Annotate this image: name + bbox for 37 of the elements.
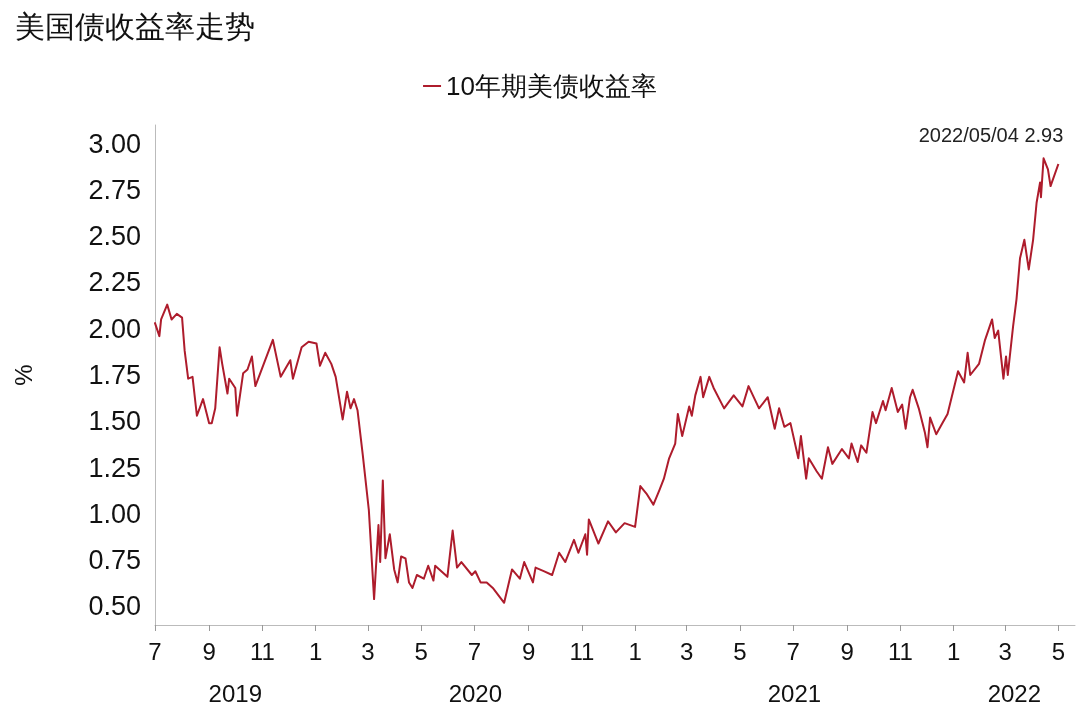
legend-label: 10年期美债收益率	[446, 71, 657, 101]
y-tick-label: 2.25	[88, 267, 141, 298]
y-tick-label: 0.75	[88, 545, 141, 576]
y-tick-label: 3.00	[88, 128, 141, 159]
y-tick-label: 1.50	[88, 406, 141, 437]
x-tick-label: 7	[786, 637, 800, 665]
x-tick-label: 1	[628, 637, 642, 665]
y-tick-label: 0.50	[88, 591, 141, 622]
x-tick-label: 11	[887, 637, 913, 665]
x-tick-label: 3	[679, 637, 694, 665]
y-tick-label: 2.75	[88, 174, 141, 205]
x-tick-label: 7	[467, 637, 482, 665]
y-tick-label: 2.00	[88, 313, 141, 344]
x-tick-label: 9	[521, 637, 536, 665]
text: 2021	[767, 679, 822, 707]
y-tick-label: 2.50	[88, 221, 141, 252]
x-tick-label: 5	[414, 637, 428, 665]
x-tick-label: 11	[569, 637, 595, 665]
y-axis-title: %	[9, 364, 37, 386]
x-tick-label: 7	[148, 637, 162, 665]
text: 2022	[987, 679, 1042, 707]
y-tick-label: 1.25	[88, 452, 141, 483]
x-tick-label: 1	[946, 637, 961, 665]
text: 2020	[448, 679, 503, 707]
x-tick-label: 9	[840, 637, 854, 665]
x-tick-label: 1	[308, 637, 323, 665]
x-tick-label: 5	[1051, 637, 1066, 665]
x-tick-label: 11	[249, 637, 275, 665]
x-tick-label: 9	[202, 637, 216, 665]
chart-title: 美国债收益率走势	[15, 8, 255, 44]
y-tick-label: 1.00	[88, 498, 141, 529]
x-tick-label: 3	[361, 637, 375, 665]
x-tick-label: 5	[733, 637, 747, 665]
x-tick-label: 3	[998, 637, 1012, 665]
text: 2019	[208, 679, 262, 707]
y-tick-label: 1.75	[88, 360, 141, 390]
annotation: 2022/05/04 2.93	[918, 124, 1064, 147]
